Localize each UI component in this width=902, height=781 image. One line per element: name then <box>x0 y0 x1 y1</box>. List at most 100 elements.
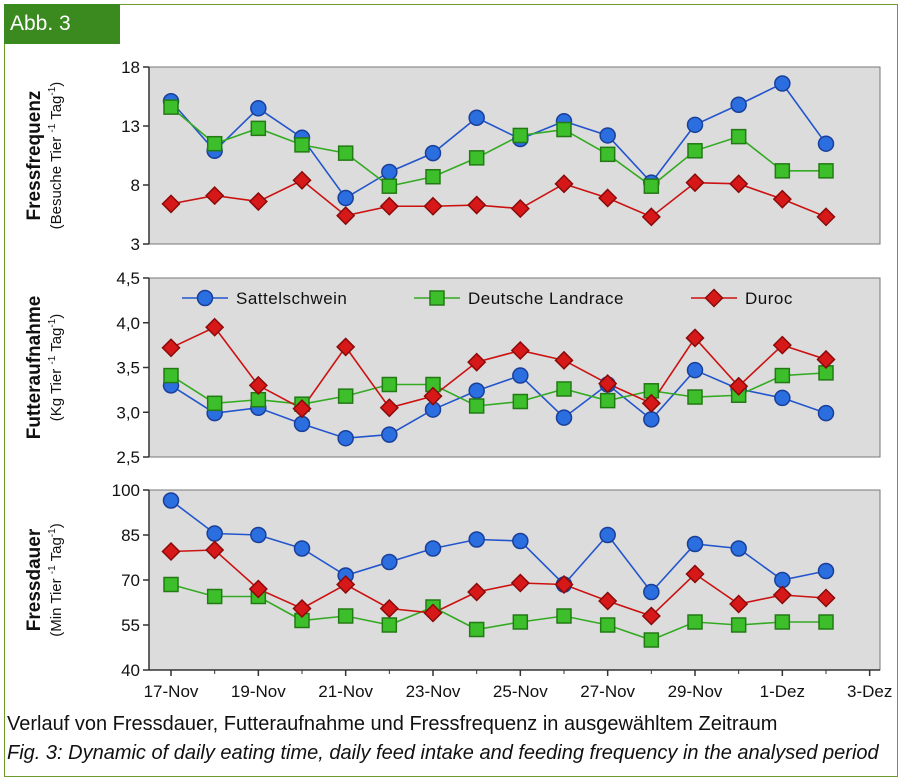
data-point <box>337 608 354 624</box>
data-point <box>294 137 310 153</box>
data-point <box>816 349 836 370</box>
data-point <box>161 541 181 562</box>
data-point <box>510 573 530 593</box>
data-point <box>423 386 443 406</box>
data-point <box>774 163 791 179</box>
data-point <box>292 170 312 190</box>
y-axis-unit: (Kg Tier -1 Tag-1) <box>47 314 65 422</box>
data-point <box>510 199 530 219</box>
data-point <box>161 194 181 214</box>
data-point <box>687 143 703 159</box>
data-point <box>206 588 223 605</box>
data-point <box>336 337 356 357</box>
y-tick-label: 3,5 <box>116 359 140 378</box>
data-point <box>467 582 487 602</box>
caption-german: Verlauf von Fressdauer, Futteraufnahme u… <box>7 713 778 735</box>
data-point <box>643 411 660 428</box>
data-point <box>248 191 268 212</box>
data-point <box>643 583 660 601</box>
data-point <box>729 594 749 614</box>
data-point <box>424 540 442 557</box>
data-point <box>598 374 618 394</box>
y-tick-label: 40 <box>121 661 140 680</box>
y-axis-title: Fressdauer <box>24 528 45 631</box>
series-line-duroc <box>170 179 827 218</box>
data-point <box>687 614 703 630</box>
data-point <box>161 338 181 358</box>
data-point <box>599 617 616 633</box>
x-tick-label: 29-Nov <box>668 682 723 701</box>
y-axis-label-3: Fressdauer (Min Tier -1 Tag-1) <box>24 523 65 636</box>
data-point <box>817 135 835 152</box>
legend-marker <box>196 289 214 307</box>
data-point <box>381 376 398 393</box>
data-point <box>467 195 487 215</box>
data-point <box>512 532 529 550</box>
data-point <box>641 606 661 626</box>
data-point <box>774 571 791 589</box>
data-point <box>250 100 267 117</box>
data-point <box>730 617 747 633</box>
x-tick-label: 27-Nov <box>580 682 635 701</box>
data-point <box>424 144 442 162</box>
data-point <box>206 135 223 152</box>
data-point <box>206 395 223 412</box>
data-point <box>381 178 398 194</box>
data-point <box>163 576 179 593</box>
data-point <box>293 540 311 557</box>
series-line-sattelschwein <box>170 82 827 200</box>
y-axis-unit: (Besuche Tier -1 Tag-1) <box>47 82 65 230</box>
data-point <box>772 585 792 605</box>
data-point <box>774 75 791 92</box>
data-point <box>599 392 616 409</box>
data-point <box>293 415 311 433</box>
legend-marker <box>429 290 445 306</box>
data-point <box>381 426 398 443</box>
data-point <box>818 163 834 179</box>
legend-label: Sattelschwein <box>236 289 347 308</box>
data-point <box>248 375 268 395</box>
y-axis-unit: (Min Tier -1 Tag-1) <box>47 523 65 636</box>
data-point <box>379 398 399 418</box>
data-point <box>599 526 616 544</box>
figure-tag: Abb. 3 <box>4 4 120 44</box>
data-point <box>817 404 835 422</box>
x-tick-label: 21-Nov <box>318 682 373 701</box>
data-point <box>556 608 572 624</box>
data-point <box>423 603 443 623</box>
x-tick-label: 23-Nov <box>406 682 461 701</box>
y-tick-label: 2,5 <box>116 448 140 467</box>
data-point <box>686 361 704 379</box>
data-point <box>381 163 398 181</box>
data-point <box>205 317 225 337</box>
data-point <box>817 562 835 580</box>
data-point <box>379 598 399 619</box>
data-point <box>337 429 354 447</box>
data-point <box>162 492 180 509</box>
x-tick-label: 19-Nov <box>231 682 286 701</box>
data-point <box>512 367 529 384</box>
data-point <box>729 376 749 396</box>
data-point <box>205 186 225 206</box>
y-tick-label: 4,5 <box>116 269 140 288</box>
data-point <box>379 196 399 216</box>
data-point <box>555 409 573 426</box>
y-axis-title: Futteraufnahme <box>24 296 45 440</box>
data-point <box>336 206 356 226</box>
y-tick-label: 55 <box>121 616 140 635</box>
data-point <box>641 207 661 227</box>
data-point <box>730 96 747 114</box>
data-point <box>250 120 267 137</box>
data-point <box>556 381 572 397</box>
y-tick-label: 100 <box>112 481 140 500</box>
data-point <box>512 393 529 410</box>
legend-marker <box>704 288 724 308</box>
data-point <box>468 150 485 166</box>
data-point <box>556 121 572 138</box>
data-point <box>205 540 225 560</box>
x-tick-label: 25-Nov <box>493 682 548 701</box>
legend-label: Duroc <box>745 289 793 308</box>
y-tick-label: 4,0 <box>116 314 140 333</box>
series-line-deutsche-landrace <box>170 106 826 188</box>
